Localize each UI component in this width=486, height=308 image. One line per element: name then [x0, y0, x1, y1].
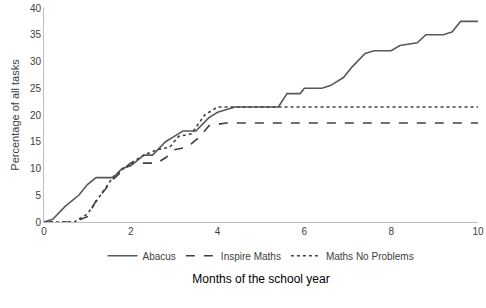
svg-text:Percentage of all tasks: Percentage of all tasks	[9, 59, 21, 171]
svg-text:4: 4	[215, 226, 221, 237]
svg-text:20: 20	[30, 110, 42, 121]
svg-text:40: 40	[30, 3, 42, 14]
svg-text:10: 10	[30, 163, 42, 174]
svg-text:Maths No Problems: Maths No Problems	[326, 251, 414, 262]
svg-text:Months of the school year: Months of the school year	[192, 272, 329, 286]
svg-text:Inspire Maths: Inspire Maths	[221, 251, 281, 262]
svg-text:30: 30	[30, 56, 42, 67]
svg-text:35: 35	[30, 29, 42, 40]
svg-text:0: 0	[41, 226, 47, 237]
svg-text:Abacus: Abacus	[143, 251, 176, 262]
svg-text:10: 10	[472, 226, 484, 237]
svg-text:25: 25	[30, 83, 42, 94]
svg-text:0: 0	[35, 217, 41, 228]
svg-text:15: 15	[30, 136, 42, 147]
svg-text:2: 2	[128, 226, 134, 237]
svg-text:8: 8	[388, 226, 394, 237]
svg-text:5: 5	[35, 190, 41, 201]
svg-text:6: 6	[302, 226, 308, 237]
